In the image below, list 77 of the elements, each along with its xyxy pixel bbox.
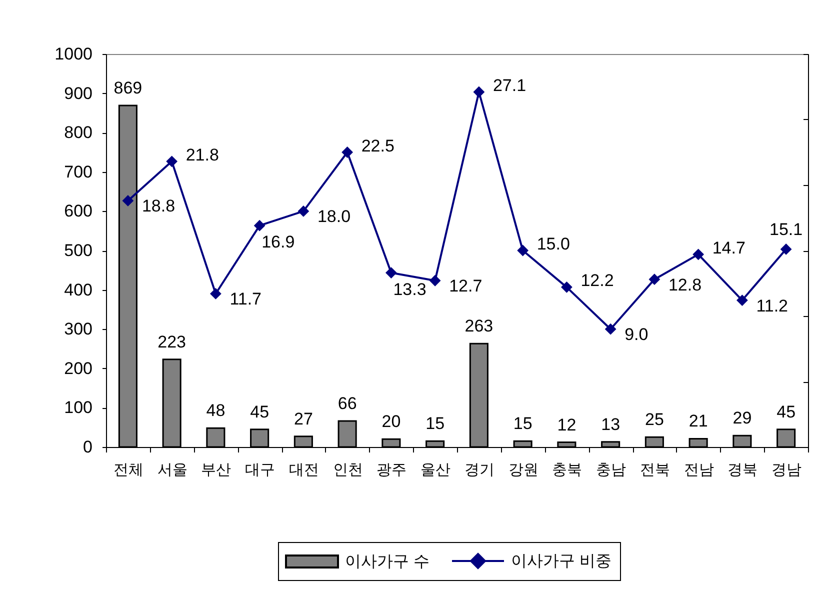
x-tick-label: 대구: [245, 462, 276, 478]
point: [429, 274, 441, 286]
point: [692, 248, 704, 260]
point: [385, 267, 397, 278]
data-label: 869: [114, 78, 142, 98]
point: [342, 146, 354, 158]
x-tick-label: 서울: [157, 462, 188, 478]
point: [473, 86, 485, 98]
x-tick-label: 강원: [508, 462, 538, 478]
data-label: 13.3: [393, 280, 426, 299]
data-label: 14.7: [712, 238, 746, 258]
data-label: 22.5: [361, 136, 394, 156]
legend-label: 이사가구 비중: [511, 553, 612, 570]
point: [254, 220, 266, 232]
legend-label: 이사가구 수: [345, 554, 430, 570]
data-label: 12.7: [449, 276, 482, 296]
data-label: 11.7: [230, 290, 262, 309]
point: [210, 288, 222, 300]
x-tick-label: 충북: [552, 462, 582, 478]
data-label: 18.0: [317, 207, 351, 226]
data-label: 12.2: [580, 271, 614, 290]
x-tick-label: 경기: [464, 462, 494, 478]
data-label: 20: [382, 412, 401, 432]
data-label: 48: [206, 401, 226, 420]
data-label: 66: [338, 394, 357, 414]
data-label: 21.8: [186, 145, 219, 164]
y-tick-label: 600: [64, 202, 92, 221]
y-tick-label: 300: [64, 320, 92, 339]
x-tick-label: 광주: [376, 462, 407, 478]
y-tick-label: 1000: [54, 44, 92, 64]
data-label: 15: [513, 414, 532, 434]
x-tick-label: 경북: [728, 462, 758, 478]
x-tick-label: 대전: [288, 462, 319, 478]
point: [122, 195, 134, 206]
point: [780, 243, 792, 255]
x-tick-label: 전북: [640, 462, 670, 478]
data-label: 15.1: [770, 220, 803, 240]
y-tick-label: 500: [64, 241, 92, 260]
point: [166, 156, 178, 168]
data-label: 11.2: [756, 296, 788, 316]
data-label: 25: [644, 410, 664, 430]
x-tick-label: 전남: [684, 462, 714, 478]
data-label: 18.8: [142, 196, 176, 216]
y-tick-label: 200: [64, 358, 92, 378]
y-tick-label: 100: [64, 398, 92, 418]
x-tick-label: 울산: [420, 462, 451, 478]
x-tick-label: 충남: [596, 462, 626, 478]
y-tick-label: 0: [83, 438, 92, 456]
y-tick-label: 800: [64, 123, 92, 142]
data-label: 15.0: [536, 234, 570, 254]
data-label: 263: [464, 316, 494, 336]
data-label: 45: [776, 402, 796, 422]
data-label: 9.0: [624, 325, 648, 344]
y-tick-label: 900: [64, 84, 92, 103]
data-label: 27.1: [492, 76, 526, 95]
x-tick-label: 경남: [772, 462, 802, 478]
data-label: 12: [557, 415, 576, 434]
data-label: 21: [688, 412, 708, 431]
data-label: 12.8: [668, 275, 702, 294]
data-label: 223: [158, 332, 186, 352]
data-label: 29: [732, 408, 752, 428]
data-label: 16.9: [262, 232, 295, 252]
x-tick-label: 인천: [332, 462, 363, 478]
data-label: 45: [250, 402, 270, 422]
point: [517, 244, 529, 256]
data-label: 13: [601, 414, 620, 434]
point: [648, 274, 660, 286]
point: [560, 281, 572, 293]
data-label: 27: [294, 409, 313, 428]
data-label: 15: [426, 414, 445, 434]
x-tick-label: 부산: [201, 462, 232, 478]
y-tick-label: 400: [64, 280, 92, 300]
x-tick-label: 전체: [113, 462, 144, 478]
point: [604, 323, 616, 335]
point: [298, 206, 310, 217]
point: [736, 294, 748, 306]
y-tick-label: 700: [64, 162, 92, 182]
